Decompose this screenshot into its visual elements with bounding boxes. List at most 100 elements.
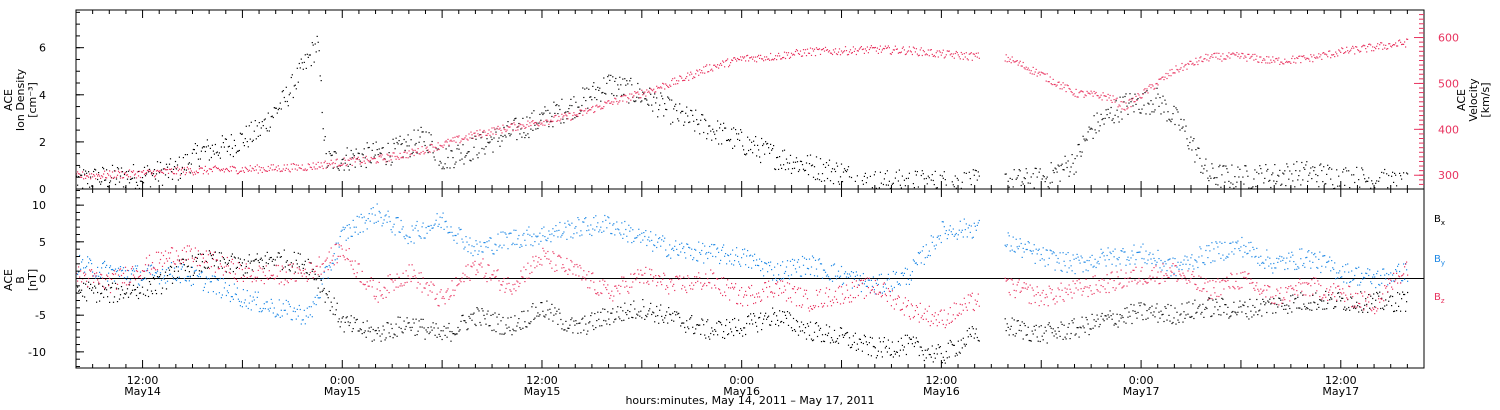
density-point — [784, 169, 787, 171]
by-point — [471, 245, 473, 247]
velocity-point — [358, 159, 360, 161]
by-point — [581, 234, 583, 236]
bx-point — [528, 322, 530, 324]
density-point — [167, 176, 170, 179]
by-point — [529, 234, 531, 236]
velocity-point — [774, 58, 776, 60]
density-point — [850, 176, 853, 179]
density-point — [395, 137, 397, 139]
bx-point — [1247, 306, 1249, 308]
density-point — [304, 54, 306, 56]
by-point — [646, 244, 648, 247]
bx-point — [1162, 313, 1164, 315]
velocity-point — [666, 84, 668, 86]
bx-point — [740, 328, 742, 330]
density-point — [793, 167, 796, 169]
by-point — [1010, 245, 1012, 247]
by-point — [506, 236, 508, 238]
bx-point — [651, 313, 653, 316]
density-point — [742, 145, 744, 147]
velocity-point — [637, 91, 639, 93]
velocity-point — [1085, 95, 1087, 97]
bx-point — [448, 322, 450, 325]
density-point — [1131, 97, 1133, 100]
velocity-point — [1207, 54, 1209, 56]
by-point — [652, 250, 654, 252]
velocity-point — [592, 105, 594, 108]
by-point — [803, 257, 806, 259]
density-point — [627, 83, 629, 85]
density-point — [427, 152, 429, 154]
bx-point — [109, 287, 112, 289]
by-point — [805, 258, 808, 260]
bx-point — [791, 330, 794, 332]
bx-point — [1084, 331, 1086, 333]
by-point — [283, 309, 285, 311]
density-point — [1221, 174, 1223, 176]
velocity-point — [1347, 50, 1349, 52]
bx-point — [915, 337, 917, 339]
velocity-point — [631, 93, 633, 95]
bx-point — [612, 308, 614, 310]
bx-point — [1388, 300, 1390, 302]
velocity-point — [1266, 56, 1268, 58]
density-point — [856, 175, 858, 177]
velocity-point — [953, 57, 955, 59]
velocity-point — [856, 50, 858, 52]
by-point — [909, 274, 911, 276]
velocity-point — [1016, 60, 1018, 62]
velocity-point — [112, 177, 115, 179]
velocity-point — [1140, 97, 1142, 99]
by-point — [295, 318, 297, 320]
bx-point — [901, 344, 903, 346]
density-point — [1193, 138, 1195, 140]
velocity-point — [534, 122, 536, 124]
bx-point — [529, 323, 531, 325]
bx-point — [390, 323, 392, 325]
by-point — [832, 264, 835, 266]
velocity-point — [952, 53, 954, 55]
by-point — [968, 224, 970, 226]
bx-point — [374, 330, 376, 332]
bx-point — [283, 249, 285, 251]
bx-point — [1041, 335, 1043, 337]
velocity-point — [1242, 53, 1244, 55]
bx-point — [781, 320, 783, 323]
velocity-point — [1152, 85, 1154, 87]
by-point — [192, 283, 194, 285]
bx-point — [1050, 327, 1052, 329]
velocity-point — [180, 169, 182, 171]
by-point — [703, 262, 705, 264]
density-point — [1388, 174, 1390, 177]
by-point — [976, 224, 978, 226]
density-point — [162, 168, 165, 170]
velocity-point — [165, 169, 168, 171]
by-point — [831, 280, 834, 282]
velocity-point — [715, 65, 717, 68]
by-point — [615, 228, 617, 230]
density-point — [1311, 178, 1313, 180]
density-point — [509, 135, 511, 137]
bx-point — [205, 260, 207, 263]
by-point — [214, 276, 216, 278]
velocity-point — [204, 165, 206, 167]
density-point — [683, 124, 685, 126]
velocity-point — [418, 153, 420, 155]
bx-point — [1338, 292, 1340, 294]
velocity-point — [501, 132, 503, 134]
density-point — [1067, 160, 1069, 162]
bx-point — [386, 322, 388, 324]
bx-point — [108, 284, 110, 286]
density-point — [1263, 182, 1265, 184]
velocity-point — [975, 52, 977, 54]
density-point — [554, 112, 556, 114]
density-point — [525, 134, 527, 136]
by-point — [188, 280, 190, 282]
density-point — [842, 171, 845, 173]
density-point — [885, 184, 887, 186]
density-point — [469, 159, 471, 161]
by-point — [357, 233, 359, 235]
bx-point — [1366, 303, 1368, 305]
by-point — [820, 263, 823, 265]
by-point — [399, 231, 401, 233]
